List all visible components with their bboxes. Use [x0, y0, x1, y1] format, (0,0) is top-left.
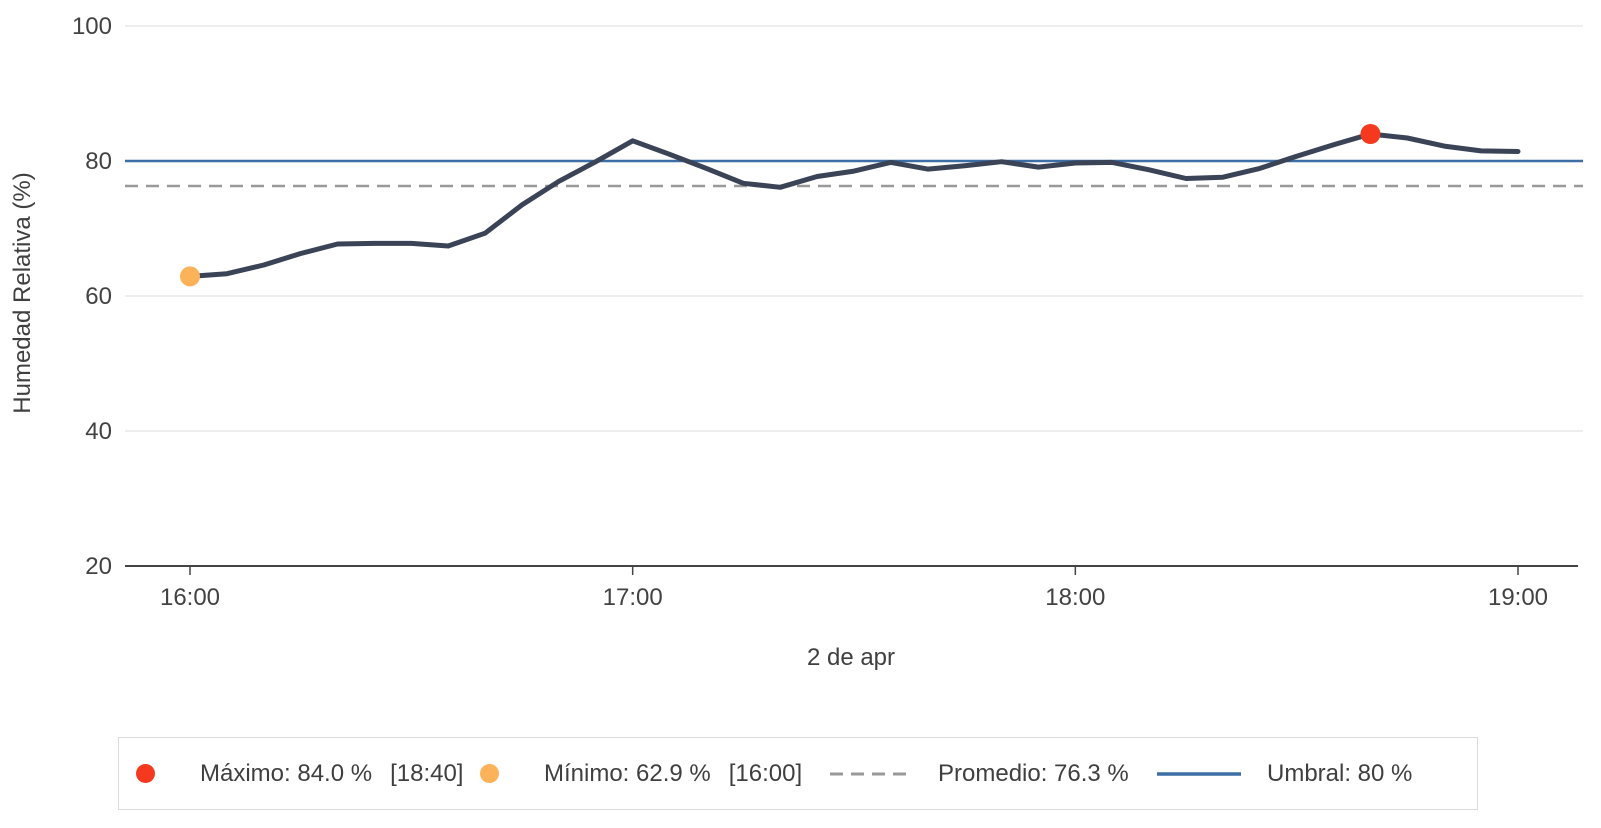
legend: Máximo: 84.0 % [18:40] Mínimo: 62.9 % [1…	[118, 737, 1478, 810]
y-tick-label: 80	[85, 148, 112, 175]
gridlines	[125, 25, 1583, 432]
legend-item-umbral[interactable]: Umbral: 80 %	[1157, 760, 1412, 788]
min-dot-icon	[480, 764, 499, 783]
x-tick-label: 16:00	[160, 584, 220, 611]
x-tick-label: 17:00	[603, 584, 663, 611]
y-tick-label: 40	[85, 418, 112, 445]
y-tick-label: 20	[85, 553, 112, 580]
humidity-line-chart: 100 80 60 40 20 16:00 17:00 18:00 19:00 Humedad…	[9, 13, 1583, 671]
y-axis-tick-labels: 100 80 60 40 20	[72, 13, 112, 580]
solid-line-icon	[1157, 771, 1241, 776]
y-tick-label: 60	[85, 283, 112, 310]
x-tick-label: 19:00	[1488, 584, 1548, 611]
max-point-marker	[1360, 124, 1381, 144]
legend-label-minimo: Mínimo: 62.9 %	[544, 759, 711, 787]
x-axis-ticks: 16:00 17:00 18:00 19:00	[160, 567, 1548, 611]
legend-label-umbral: Umbral: 80 %	[1267, 759, 1413, 787]
y-tick-label: 100	[72, 13, 112, 40]
legend-label-maximo: Máximo: 84.0 %	[200, 759, 373, 787]
dashed-line-icon	[830, 772, 912, 775]
legend-time-minimo: [16:00]	[728, 759, 803, 787]
x-axis-title: 2 de apr	[807, 644, 895, 671]
legend-item-promedio[interactable]: Promedio: 76.3 %	[830, 760, 1129, 788]
x-tick-label: 18:00	[1045, 584, 1105, 611]
legend-label-promedio: Promedio: 76.3 %	[938, 759, 1129, 787]
min-point-marker	[180, 266, 200, 287]
legend-item-minimo[interactable]: Mínimo: 62.9 % [16:00]	[480, 760, 802, 788]
y-axis-title: Humedad Relativa (%)	[9, 172, 36, 413]
max-dot-icon	[136, 764, 155, 783]
legend-time-maximo: [18:40]	[390, 759, 464, 787]
humidity-series-line	[187, 131, 1521, 279]
legend-item-maximo[interactable]: Máximo: 84.0 % [18:40]	[136, 760, 463, 788]
